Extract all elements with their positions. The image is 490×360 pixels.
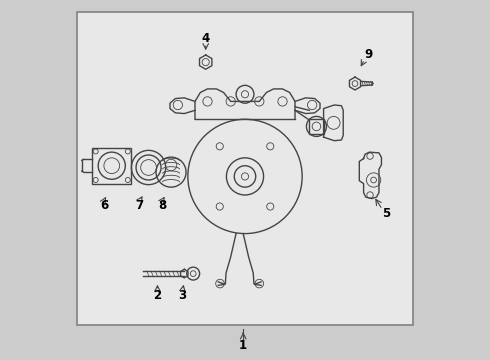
Text: 3: 3	[178, 288, 187, 302]
Text: 7: 7	[136, 198, 144, 212]
Text: 4: 4	[201, 32, 210, 45]
Text: 9: 9	[364, 49, 372, 62]
Text: 5: 5	[382, 207, 390, 220]
Text: 8: 8	[158, 198, 166, 212]
Bar	[309, 118, 323, 134]
Text: 6: 6	[100, 198, 108, 212]
Text: 2: 2	[153, 288, 162, 302]
Bar	[77, 12, 413, 325]
Text: 1: 1	[239, 338, 247, 351]
Bar	[92, 148, 131, 184]
